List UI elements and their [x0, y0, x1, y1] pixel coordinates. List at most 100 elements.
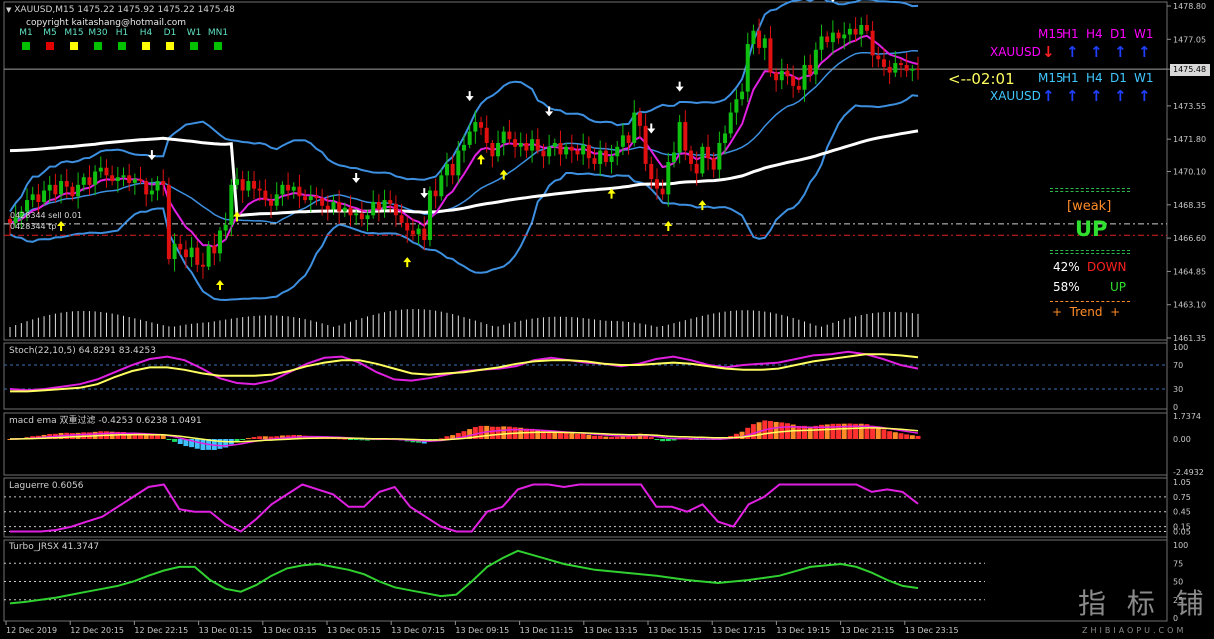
candle-body [802, 64, 807, 90]
macd-bar [779, 422, 785, 439]
x-tick-label: 12 Dec 20:15 [70, 626, 124, 635]
macd-bar [257, 436, 263, 439]
candle-body [217, 230, 222, 254]
candle-body [81, 177, 86, 185]
down-arrow-icon [675, 81, 684, 92]
collapse-triangle-icon[interactable]: ▼ [6, 6, 12, 14]
candle-body [376, 201, 381, 210]
macd-bar [552, 431, 558, 439]
candle-body [303, 196, 308, 201]
macd-bar [268, 436, 274, 439]
candle-body [19, 211, 24, 218]
macd-bar [654, 438, 660, 440]
candle-body [796, 85, 801, 90]
candle-body [671, 152, 676, 163]
watermark-sub: ZHIBIAOPU.COM [1082, 626, 1187, 635]
macd-bar [489, 426, 495, 439]
candle-body [450, 163, 455, 176]
candle-body [569, 146, 574, 151]
candle-body [598, 150, 603, 164]
x-tick-label: 13 Dec 01:15 [199, 626, 253, 635]
timeframe-label: MN1 [207, 28, 229, 38]
macd-bar [461, 431, 467, 439]
macd-bar [194, 438, 200, 449]
candle-body [354, 213, 359, 216]
timeframe-m15[interactable]: M15 [62, 28, 86, 50]
x-tick-label: 13 Dec 07:15 [391, 626, 445, 635]
x-tick-label: 13 Dec 23:15 [905, 626, 959, 635]
macd-signal-line [10, 427, 919, 443]
stoch-tick: 0 [1173, 403, 1178, 412]
copyright-text: copyright kaitashang@hotmail.com [26, 18, 187, 28]
candle-body [337, 201, 342, 212]
candle-body [689, 150, 693, 164]
candle-body [564, 146, 569, 155]
candle-body [76, 184, 81, 197]
candle-body [53, 184, 58, 195]
candle-body [223, 224, 228, 231]
macd-tick: 0.00 [1173, 435, 1191, 444]
signal-direction: UP [1075, 217, 1108, 241]
timeframe-status-square [22, 42, 30, 50]
turbo-line [9, 549, 919, 605]
candle-body [342, 207, 347, 212]
candle-body [530, 139, 535, 151]
candle-body [189, 247, 194, 258]
candle-body [297, 186, 302, 197]
timeframe-d1[interactable]: D1 [158, 28, 182, 50]
timeframe-h1[interactable]: H1 [110, 28, 134, 50]
candle-body [632, 112, 637, 143]
down-arrow-icon [352, 172, 361, 183]
candle-body [132, 179, 137, 183]
macd-bar [665, 438, 671, 442]
candle-body [791, 76, 796, 86]
stoch-tick: 100 [1173, 343, 1188, 352]
timeframe-m30[interactable]: M30 [86, 28, 110, 50]
candle-body [405, 222, 410, 231]
candle-body [388, 200, 393, 204]
trend-up-arrow-icon: ↑ [1042, 87, 1055, 105]
timeframe-status-square [190, 42, 198, 50]
candle-body [433, 190, 438, 197]
macd-bar [262, 436, 268, 439]
down-label: DOWN [1087, 260, 1127, 274]
x-tick-label: 12 Dec 22:15 [134, 626, 188, 635]
candle-body [359, 213, 364, 220]
timeframe-m5[interactable]: M5 [38, 28, 62, 50]
macd-bar [444, 436, 450, 439]
timeframe-mn1[interactable]: MN1 [206, 28, 230, 50]
timeframe-label: M15 [64, 28, 84, 38]
macd-bar [609, 436, 615, 439]
macd-bar [671, 438, 677, 441]
macd-bar [580, 433, 586, 439]
macd-bar [796, 425, 802, 439]
candle-body [172, 243, 177, 260]
timeframe-h4[interactable]: H4 [134, 28, 158, 50]
candle-body [887, 66, 892, 73]
candle-body [25, 200, 30, 212]
up-arrow-icon [57, 220, 66, 231]
macd-bar [569, 433, 575, 439]
panel-divider-top [1050, 188, 1130, 189]
macd-bar [660, 438, 666, 442]
current-price-tag [1170, 64, 1210, 76]
trend-symbol-label: XAUUSD [990, 45, 1041, 59]
order-sell-label: 0428344 sell 0.01 [10, 211, 83, 220]
timeframe-label: M5 [43, 28, 57, 38]
trend-up-arrow-icon: ↑ [1114, 87, 1127, 105]
macd-bar [353, 438, 359, 440]
symbol-header: ▼ XAUUSD,M15 1475.22 1475.92 1475.22 147… [6, 6, 235, 15]
candle-body [575, 150, 580, 155]
macd-bar [790, 424, 796, 439]
timeframe-m1[interactable]: M1 [14, 28, 38, 50]
macd-bar [688, 438, 694, 440]
candle-body [410, 230, 415, 235]
timeframe-w1[interactable]: W1 [182, 28, 206, 50]
candle-body [751, 30, 756, 45]
trend-tf-h4: H4 [1086, 71, 1103, 85]
up-arrow-icon [499, 169, 508, 180]
macd-bar [348, 438, 353, 440]
candle-body [825, 36, 830, 43]
candle-body [819, 36, 824, 50]
